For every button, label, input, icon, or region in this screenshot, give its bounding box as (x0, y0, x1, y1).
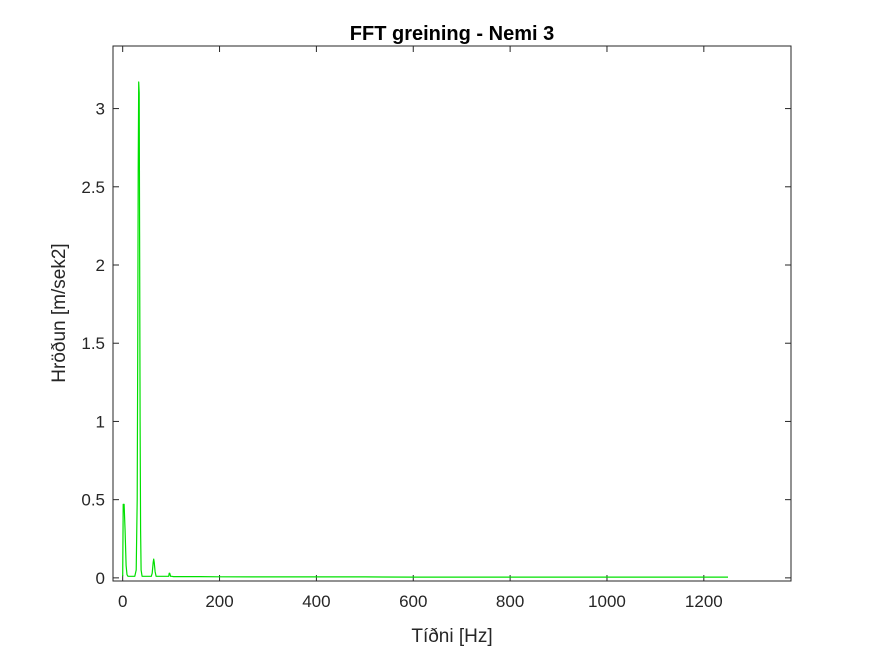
series-line-0 (122, 81, 728, 578)
y-tick-label: 3 (96, 100, 105, 119)
x-tick-label: 800 (496, 592, 524, 611)
y-tick-label: 2.5 (81, 178, 105, 197)
y-axis-label: Hröðun [m/sek2] (49, 243, 70, 382)
x-tick-label: 0 (118, 592, 127, 611)
x-tick-label: 600 (399, 592, 427, 611)
y-tick-label: 0 (96, 569, 105, 588)
x-tick-label: 200 (205, 592, 233, 611)
y-tick-label: 1.5 (81, 334, 105, 353)
chart-title: FFT greining - Nemi 3 (350, 23, 554, 45)
x-tick-label: 400 (302, 592, 330, 611)
data-series-group (122, 81, 728, 578)
y-tick-label: 2 (96, 256, 105, 275)
y-tick-label: 1 (96, 412, 105, 431)
x-tick-label: 1000 (588, 592, 626, 611)
plot-area (112, 45, 792, 582)
axis-ticks: 0 200 400 600 800 1000 1200 0 0.5 1 1.5 2 2.5 3 (81, 46, 791, 611)
x-axis-label: Tíðni [Hz] (411, 626, 492, 647)
y-tick-label: 0.5 (81, 491, 105, 510)
x-tick-label: 1200 (685, 592, 723, 611)
